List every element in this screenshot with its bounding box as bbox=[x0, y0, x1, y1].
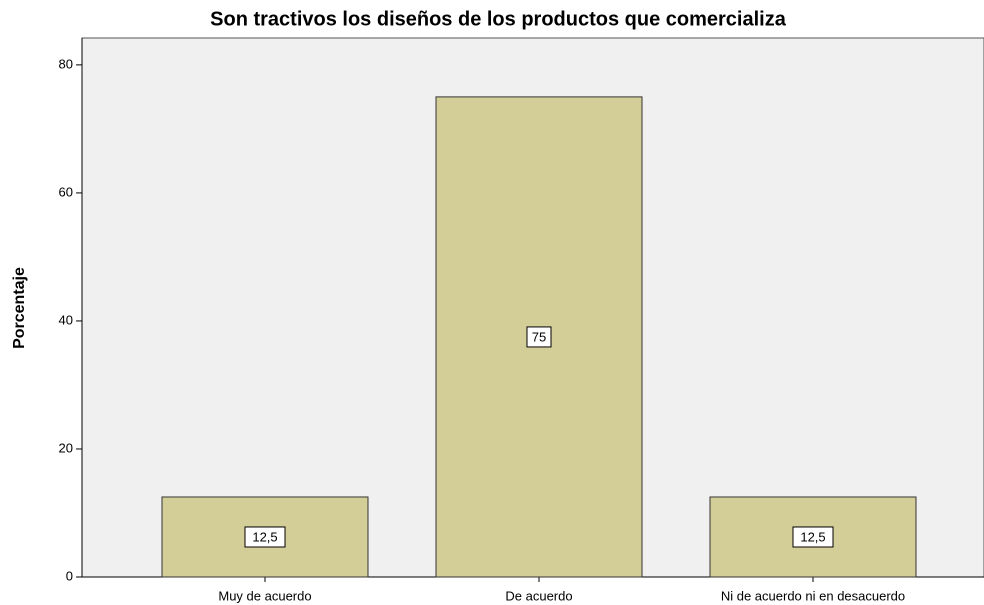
y-tick-label: 60 bbox=[59, 184, 73, 199]
value-label-box bbox=[792, 526, 834, 548]
chart-title: Son tractivos los diseños de los product… bbox=[210, 8, 787, 30]
y-tick-label: 80 bbox=[59, 56, 73, 71]
value-label-box bbox=[244, 526, 286, 548]
y-tick-label: 20 bbox=[59, 440, 73, 455]
y-tick-label: 0 bbox=[66, 568, 73, 583]
x-tick-label: Ni de acuerdo ni en desacuerdo bbox=[721, 588, 905, 603]
y-axis-label: Porcentaje bbox=[11, 267, 28, 349]
value-label: 12,5 bbox=[800, 529, 825, 544]
value-label: 75 bbox=[532, 329, 546, 344]
x-tick-label: De acuerdo bbox=[505, 588, 572, 603]
value-label: 12,5 bbox=[252, 529, 277, 544]
y-tick-label: 40 bbox=[59, 312, 73, 327]
x-tick-label: Muy de acuerdo bbox=[218, 588, 311, 603]
value-label-box bbox=[526, 326, 552, 348]
